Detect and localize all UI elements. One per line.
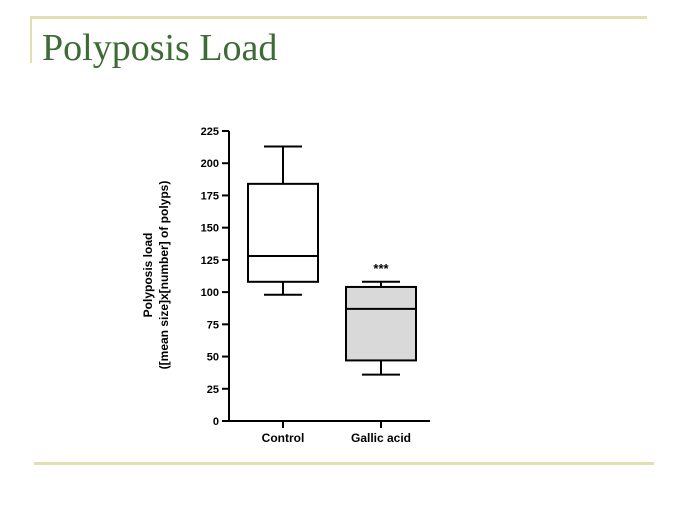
y-tick-label: 0 (213, 416, 219, 428)
y-axis: 0 25 50 75 100 125 150 175 200 225 (201, 126, 230, 428)
y-tick-label: 75 (207, 319, 219, 331)
y-tick-label: 225 (201, 126, 219, 138)
boxes (247, 145, 417, 376)
left-rule (30, 16, 32, 63)
top-rule (30, 16, 647, 19)
y-tick-label: 100 (201, 287, 219, 299)
y-axis-label-line1: Polyposis load (141, 233, 155, 318)
bottom-rule (34, 462, 654, 465)
y-tick-label: 200 (201, 158, 219, 170)
iqr-box (345, 285, 417, 362)
annotations: *** (373, 261, 389, 276)
y-tick-label: 25 (207, 384, 219, 396)
slide-title: Polyposis Load (42, 27, 278, 69)
y-tick-label: 125 (201, 255, 219, 267)
box-gallic-acid (345, 280, 417, 376)
y-tick-label: 150 (201, 223, 219, 235)
x-tick-label: Gallic acid (351, 431, 411, 445)
y-tick-label: 50 (207, 352, 219, 364)
y-axis-label-line2: ([mean size]x[number] of polyps) (157, 181, 171, 370)
y-axis-label: Polyposis load ([mean size]x[number] of … (141, 181, 171, 370)
iqr-box (247, 182, 319, 283)
box-control (247, 145, 319, 296)
x-axis: Control Gallic acid (229, 420, 430, 445)
significance-marker: *** (373, 261, 389, 276)
x-tick-label: Control (262, 431, 305, 445)
y-tick-label: 175 (201, 190, 219, 202)
